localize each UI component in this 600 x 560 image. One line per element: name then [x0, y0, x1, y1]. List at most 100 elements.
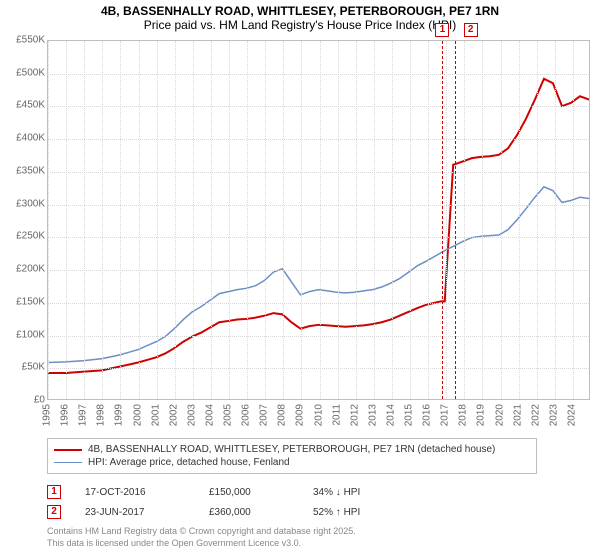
x-tick-label: 2016: [422, 404, 433, 426]
gridline-v: [175, 41, 176, 399]
x-tick-label: 2008: [277, 404, 288, 426]
y-tick-label: £450K: [16, 100, 45, 111]
legend-swatch: [54, 449, 82, 451]
gridline-v: [157, 41, 158, 399]
gridline-v: [139, 41, 140, 399]
sale-marker-line: [455, 41, 456, 399]
gridline-v: [120, 41, 121, 399]
x-tick-label: 1998: [96, 404, 107, 426]
gridline-v: [464, 41, 465, 399]
y-tick-label: £550K: [16, 35, 45, 46]
sale-marker-box: 1: [435, 23, 449, 37]
x-tick-label: 2012: [349, 404, 360, 426]
x-axis: 1995199619971998199920002001200220032004…: [47, 400, 590, 440]
series-price_paid: [48, 79, 589, 373]
gridline-v: [283, 41, 284, 399]
gridline-v: [501, 41, 502, 399]
y-tick-label: £100K: [16, 329, 45, 340]
x-tick-label: 2005: [223, 404, 234, 426]
x-tick-label: 2015: [404, 404, 415, 426]
gridline-h: [48, 303, 589, 304]
sale-row-date: 23-JUN-2017: [85, 507, 185, 518]
gridline-v: [446, 41, 447, 399]
x-tick-label: 2001: [150, 404, 161, 426]
sale-row: 223-JUN-2017£360,00052% ↑ HPI: [47, 502, 413, 522]
gridline-h: [48, 368, 589, 369]
sale-row-date: 17-OCT-2016: [85, 487, 185, 498]
x-tick-label: 2006: [241, 404, 252, 426]
x-tick-label: 1997: [78, 404, 89, 426]
y-axis: £0£50K£100K£150K£200K£250K£300K£350K£400…: [0, 40, 47, 400]
y-tick-label: £200K: [16, 264, 45, 275]
x-tick-label: 2007: [259, 404, 270, 426]
x-tick-label: 2000: [132, 404, 143, 426]
gridline-v: [428, 41, 429, 399]
gridline-v: [519, 41, 520, 399]
gridline-v: [392, 41, 393, 399]
x-tick-label: 2024: [566, 404, 577, 426]
gridline-h: [48, 270, 589, 271]
y-tick-label: £300K: [16, 198, 45, 209]
legend-box: 4B, BASSENHALLY ROAD, WHITTLESEY, PETERB…: [47, 438, 537, 474]
y-tick-label: £150K: [16, 296, 45, 307]
legend-label: 4B, BASSENHALLY ROAD, WHITTLESEY, PETERB…: [88, 444, 495, 455]
gridline-v: [301, 41, 302, 399]
sale-row-delta: 52% ↑ HPI: [313, 507, 413, 518]
x-tick-label: 2014: [385, 404, 396, 426]
attribution: Contains HM Land Registry data © Crown c…: [47, 526, 356, 549]
y-tick-label: £50K: [22, 362, 45, 373]
gridline-v: [84, 41, 85, 399]
x-tick-label: 2017: [440, 404, 451, 426]
gridline-h: [48, 205, 589, 206]
gridline-v: [66, 41, 67, 399]
gridline-v: [265, 41, 266, 399]
x-tick-label: 2021: [512, 404, 523, 426]
gridline-h: [48, 336, 589, 337]
x-tick-label: 2019: [476, 404, 487, 426]
gridline-v: [247, 41, 248, 399]
chart-container: 4B, BASSENHALLY ROAD, WHITTLESEY, PETERB…: [0, 0, 600, 560]
plot-area: 12: [47, 40, 590, 400]
sale-row: 1 17-OCT-2016 £150,000 34% ↓ HPI: [47, 482, 413, 502]
sale-row-marker: 1: [47, 485, 61, 499]
y-tick-label: £250K: [16, 231, 45, 242]
y-tick-label: £350K: [16, 165, 45, 176]
x-tick-label: 1995: [42, 404, 53, 426]
chart-title-sub: Price paid vs. HM Land Registry's House …: [8, 18, 592, 32]
gridline-v: [48, 41, 49, 399]
sale-row-delta: 34% ↓ HPI: [313, 487, 413, 498]
sale-rows: 1 17-OCT-2016 £150,000 34% ↓ HPI 2 23-JUN-201…: [47, 482, 413, 522]
gridline-v: [573, 41, 574, 399]
x-tick-label: 2018: [458, 404, 469, 426]
attribution-line2: This data is licensed under the Open Gov…: [47, 538, 356, 550]
gridline-v: [320, 41, 321, 399]
gridline-v: [356, 41, 357, 399]
gridline-v: [374, 41, 375, 399]
x-tick-label: 2023: [548, 404, 559, 426]
x-tick-label: 2003: [186, 404, 197, 426]
gridline-v: [102, 41, 103, 399]
gridline-h: [48, 139, 589, 140]
gridline-h: [48, 237, 589, 238]
chart-svg: [48, 41, 589, 399]
x-tick-label: 2010: [313, 404, 324, 426]
gridline-v: [555, 41, 556, 399]
sale-row-price: £150,000: [209, 487, 289, 498]
gridline-v: [211, 41, 212, 399]
y-tick-label: £400K: [16, 133, 45, 144]
sale-row-marker: 2: [47, 505, 61, 519]
gridline-h: [48, 74, 589, 75]
legend-label: HPI: Average price, detached house, Fenl…: [88, 457, 290, 468]
legend-row: 4B, BASSENHALLY ROAD, WHITTLESEY, PETERB…: [54, 443, 530, 456]
x-tick-label: 2011: [331, 404, 342, 426]
x-tick-label: 2004: [204, 404, 215, 426]
legend-swatch: [54, 462, 82, 463]
x-tick-label: 2002: [168, 404, 179, 426]
gridline-v: [229, 41, 230, 399]
x-tick-label: 1999: [114, 404, 125, 426]
x-tick-label: 1996: [60, 404, 71, 426]
gridline-h: [48, 172, 589, 173]
gridline-v: [537, 41, 538, 399]
sale-marker-box: 2: [464, 23, 478, 37]
gridline-v: [338, 41, 339, 399]
